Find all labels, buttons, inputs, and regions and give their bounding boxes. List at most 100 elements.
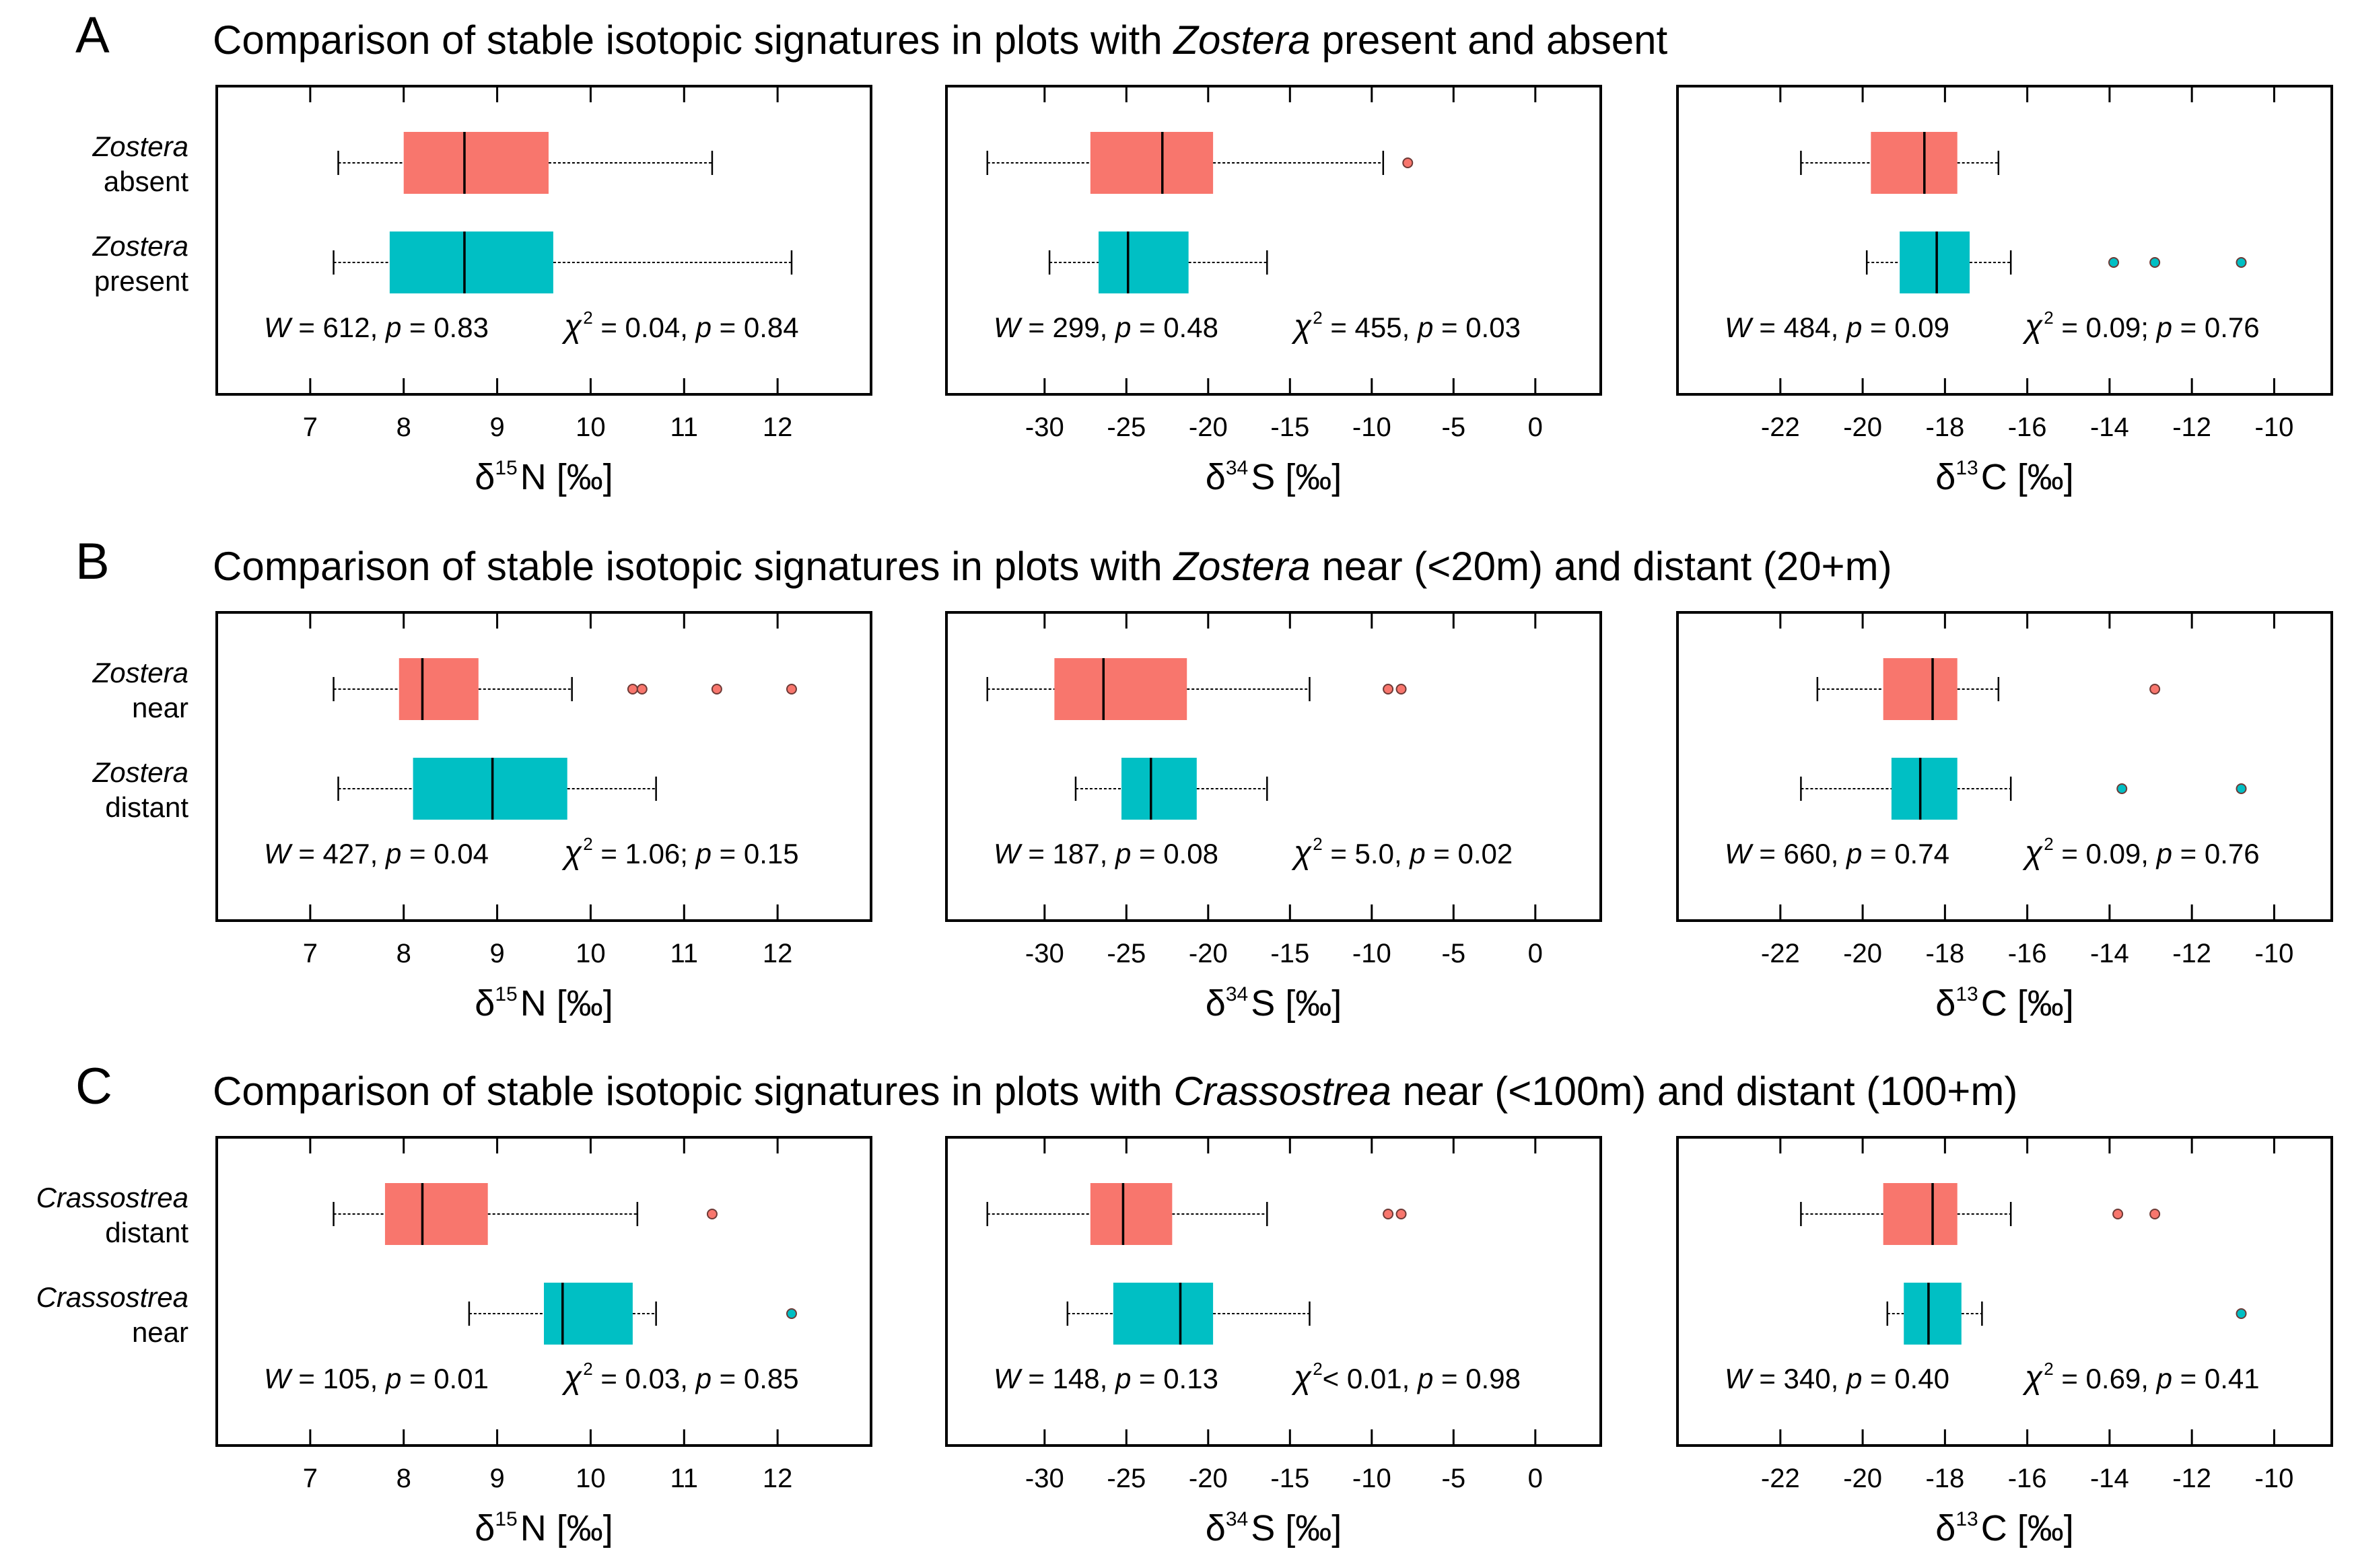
tick-label: -25 xyxy=(1107,939,1146,968)
stat-annotation: χ2< 0.01, p = 0.98 xyxy=(1291,1359,1521,1396)
tick-label: -14 xyxy=(2090,413,2129,442)
x-axis-label: δ15N [‰] xyxy=(475,983,613,1024)
tick-label: 10 xyxy=(576,413,606,442)
tick-label: -12 xyxy=(2172,1464,2211,1493)
panel-frame xyxy=(1676,85,2333,396)
tick-label: 12 xyxy=(763,1464,793,1493)
group-taxon-label: Zostera xyxy=(92,230,188,262)
tick-label: -30 xyxy=(1025,413,1064,442)
tick-label: -20 xyxy=(1189,1464,1228,1493)
iqr-box xyxy=(1054,658,1187,720)
x-axis-label: δ34S [‰] xyxy=(1206,1508,1342,1548)
outlier-point xyxy=(706,1209,718,1219)
tick-label: -15 xyxy=(1270,939,1309,968)
row-title-c: Comparison of stable isotopic signatures… xyxy=(213,1069,2017,1114)
row-title-a: Comparison of stable isotopic signatures… xyxy=(213,17,1668,63)
stat-annotation: χ2 = 0.09; p = 0.76 xyxy=(2022,308,2260,345)
iqr-box xyxy=(1883,1183,1958,1245)
x-axis-label: δ15N [‰] xyxy=(475,457,613,497)
outlier-point xyxy=(2108,257,2119,268)
tick-label: -30 xyxy=(1025,939,1064,968)
group-taxon-label: Zostera xyxy=(92,657,188,688)
tick-label: 12 xyxy=(763,413,793,442)
stat-annotation: W = 660, p = 0.74 xyxy=(1725,838,1949,869)
panel-frame xyxy=(215,1136,872,1447)
tick-label: 11 xyxy=(670,939,699,968)
tick-label: 11 xyxy=(670,413,699,442)
tick-label: -10 xyxy=(2255,939,2294,968)
iqr-box xyxy=(403,132,549,194)
row-title-b: Comparison of stable isotopic signatures… xyxy=(213,544,1892,589)
panel-frame xyxy=(215,85,872,396)
tick-label: -14 xyxy=(2090,939,2129,968)
tick-label: 0 xyxy=(1528,939,1543,968)
panel-c-c: -22 -20 -18 -16 -14 -12 -10 δ13C [‰] W = 340, p … xyxy=(1676,1136,2333,1548)
outlier-point xyxy=(1395,684,1407,694)
outlier-point xyxy=(1383,1209,1394,1219)
panel-a-c: -22 -20 -18 -16 -14 -12 -10 δ13C [‰] W = 484, p … xyxy=(1676,85,2333,497)
panel-a-s: -30 -25 -20 -15 -10 -5 0 δ34S [‰] W = 299, p = 0… xyxy=(945,85,1602,497)
tick-label: 7 xyxy=(303,939,318,968)
tick-label: -5 xyxy=(1442,1464,1466,1493)
tick-label: -10 xyxy=(1352,413,1391,442)
panel-b-n: 7 8 9 10 11 12 δ15N [‰] W = 427, p = 0.04 χ2 = 1… xyxy=(215,611,872,1024)
iqr-box xyxy=(1891,758,1958,820)
iqr-box xyxy=(1871,132,1958,194)
panel-c-n: 7 8 9 10 11 12 δ15N [‰] W = 105, p = 0.01 χ2 = 0… xyxy=(215,1136,872,1548)
tick-label: -25 xyxy=(1107,1464,1146,1493)
panel-letter-b: B xyxy=(75,533,110,590)
panel-letter-c: C xyxy=(75,1058,112,1115)
x-axis-label: δ34S [‰] xyxy=(1206,983,1342,1024)
stat-annotation: χ2 = 1.06; p = 0.15 xyxy=(561,834,799,871)
outlier-point xyxy=(2116,783,2128,794)
tick-label: -25 xyxy=(1107,413,1146,442)
outlier-point xyxy=(2149,684,2161,694)
tick-label: 8 xyxy=(396,1464,411,1493)
iqr-box xyxy=(389,231,553,293)
tick-label: 12 xyxy=(763,939,793,968)
iqr-box xyxy=(1121,758,1197,820)
outlier-point xyxy=(786,684,797,694)
x-axis-label: δ15N [‰] xyxy=(475,1508,613,1548)
iqr-box xyxy=(1090,132,1214,194)
tick-label: -10 xyxy=(2255,413,2294,442)
panel-frame xyxy=(945,1136,1602,1447)
outlier-point xyxy=(2149,1209,2161,1219)
iqr-box xyxy=(1090,1183,1173,1245)
stat-annotation: W = 484, p = 0.09 xyxy=(1725,312,1949,343)
tick-label: 10 xyxy=(576,939,606,968)
stat-annotation: W = 148, p = 0.13 xyxy=(994,1363,1218,1394)
outlier-point xyxy=(2236,257,2247,268)
x-axis-label: δ13C [‰] xyxy=(1935,457,2073,497)
outlier-point xyxy=(786,1308,797,1319)
stat-annotation: χ2 = 0.09, p = 0.76 xyxy=(2022,834,2260,871)
tick-label: -18 xyxy=(1925,413,1964,442)
panel-letter-a: A xyxy=(75,7,110,64)
tick-label: -20 xyxy=(1189,413,1228,442)
iqr-box xyxy=(399,658,479,720)
group-condition-label: near xyxy=(132,1316,188,1348)
tick-label: 9 xyxy=(489,1464,504,1493)
iqr-box xyxy=(1904,1283,1962,1345)
panel-frame xyxy=(945,85,1602,396)
tick-label: 10 xyxy=(576,1464,606,1493)
group-condition-label: present xyxy=(94,265,188,297)
tick-label: 7 xyxy=(303,413,318,442)
panel-b-s: -30 -25 -20 -15 -10 -5 0 δ34S [‰] W = 187, p = 0… xyxy=(945,611,1602,1024)
tick-label: -14 xyxy=(2090,1464,2129,1493)
outlier-point xyxy=(1395,1209,1407,1219)
x-axis-label: δ13C [‰] xyxy=(1935,983,2073,1024)
iqr-box xyxy=(1900,231,1970,293)
tick-label: -22 xyxy=(1761,939,1800,968)
panel-b-c: -22 -20 -18 -16 -14 -12 -10 δ13C [‰] W = 660, p … xyxy=(1676,611,2333,1024)
stat-annotation: χ2 = 0.03, p = 0.85 xyxy=(561,1359,799,1396)
outlier-point xyxy=(1383,684,1394,694)
tick-label: -15 xyxy=(1270,413,1309,442)
stat-annotation: χ2 = 0.69, p = 0.41 xyxy=(2022,1359,2260,1396)
tick-label: 9 xyxy=(489,939,504,968)
iqr-box xyxy=(413,758,567,820)
outlier-point xyxy=(2236,783,2247,794)
x-axis-label: δ34S [‰] xyxy=(1206,457,1342,497)
tick-label: -20 xyxy=(1843,413,1882,442)
